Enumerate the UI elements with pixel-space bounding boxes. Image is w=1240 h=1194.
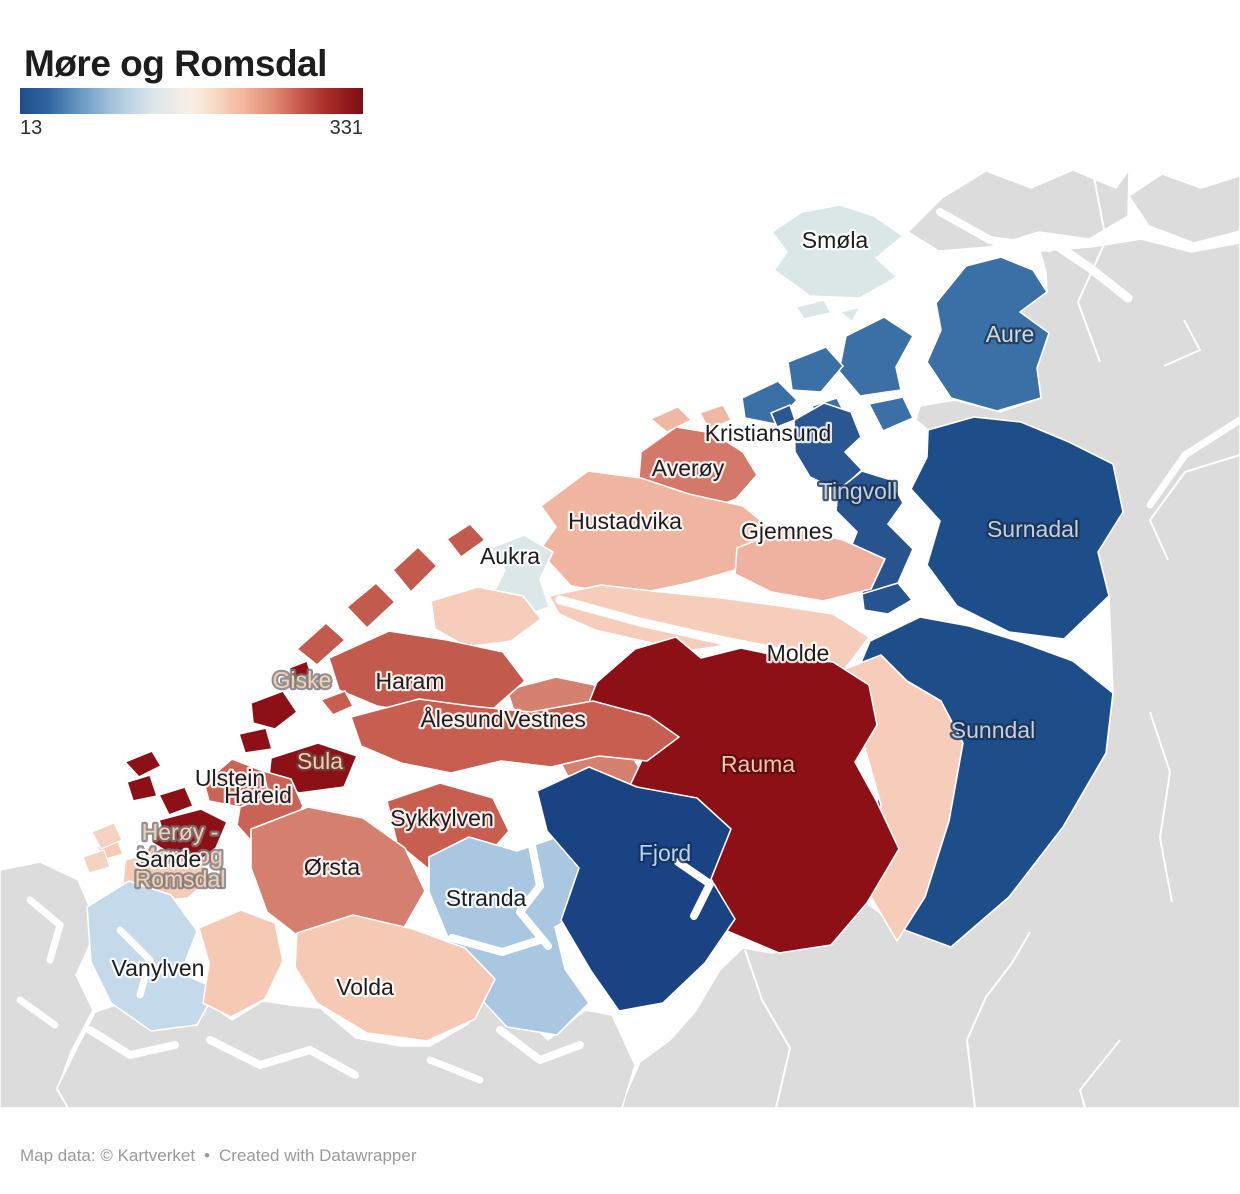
region-molde[interactable]: Molde: [430, 586, 542, 648]
region-ålesund[interactable]: Ålesund: [350, 698, 680, 774]
legend-min: 13: [20, 117, 43, 139]
neighbor-border-line-1: [1163, 319, 1202, 367]
neighbor-border-line-5: [1078, 1039, 1121, 1109]
neighbor-region-north-strip: [907, 169, 1130, 252]
choropleth-map: SmølaSmølaSmølaAureAureAureAureAureAureK…: [0, 169, 1240, 1109]
region-giske-part1[interactable]: Giske: [238, 727, 273, 754]
map-footer: Map data: © Kartverket • Created with Da…: [20, 1146, 416, 1166]
inner-fjord-4: [555, 595, 805, 661]
islet-1: [699, 404, 732, 430]
region-giske[interactable]: Giske: [250, 690, 298, 730]
inner-fjord-3: [116, 926, 154, 999]
neighbor-border-line-3: [744, 949, 792, 1109]
region-smøla-part2[interactable]: Smøla: [839, 306, 861, 323]
neighbor-border-line-6: [1149, 711, 1173, 903]
fjord-channel-2: [1146, 416, 1240, 509]
map-container: SmølaSmølaSmølaAureAureAureAureAureAureK…: [0, 150, 1240, 1130]
region-haram[interactable]: Haram: [296, 622, 346, 666]
page-title: Møre og Romsdal: [24, 42, 327, 84]
region-surnadal[interactable]: Surnadal: [910, 416, 1124, 640]
region-giske-part2[interactable]: Giske: [288, 660, 312, 682]
fjord-channel-6: [206, 1036, 359, 1079]
region-aure[interactable]: Aure: [926, 256, 1050, 412]
fjord-channel-0: [1048, 238, 1133, 303]
fjord-channel-4: [16, 996, 59, 1029]
region-kristiansund-part1[interactable]: Kristiansund: [770, 404, 796, 428]
islet-0: [649, 406, 693, 433]
neighbor-region-northeast-corner: [1128, 173, 1240, 244]
region-gjemnes[interactable]: Gjemnes: [734, 526, 886, 602]
region-smøla-part1[interactable]: Smøla: [795, 299, 832, 320]
inner-fjord-0: [516, 842, 552, 950]
neighbor-region-west-edge: [0, 861, 94, 1109]
region-haram-part4[interactable]: Haram: [328, 630, 526, 716]
region-smøla[interactable]: Smøla: [771, 204, 904, 299]
region-aure-part5[interactable]: Aure: [868, 396, 914, 432]
legend-labels: 13 331: [20, 117, 363, 140]
fjord-channel-3: [26, 896, 64, 964]
region-kristiansund[interactable]: Kristiansund: [793, 402, 863, 492]
region-herøy-møre-og-romsdal-part2[interactable]: Herøy - Møre og Romsdal: [158, 786, 194, 816]
region-haram-part1[interactable]: Haram: [346, 582, 396, 629]
legend-max: 331: [329, 117, 363, 139]
inner-fjord-2: [674, 858, 714, 920]
islet-2: [91, 822, 123, 850]
region-ålesund-part1[interactable]: Ålesund: [320, 690, 354, 716]
footer-separator: •: [204, 1146, 210, 1165]
legend-gradient-bar: [20, 88, 363, 114]
region-aure-part2[interactable]: Aure: [787, 346, 844, 393]
region-volda-part1[interactable]: Volda: [198, 909, 284, 1018]
neighbor-border-line-2: [1148, 454, 1240, 561]
neighbor-border-line-4: [965, 931, 1031, 1109]
region-aure-part1[interactable]: Aure: [838, 316, 914, 397]
fjord-channel-7: [426, 1056, 484, 1084]
region-herøy-møre-og-romsdal-part3[interactable]: Herøy - Møre og Romsdal: [150, 808, 228, 859]
fjord-channel-5: [86, 1026, 179, 1059]
datawrapper-credit: Created with Datawrapper: [219, 1146, 417, 1165]
region-tingvoll-part1[interactable]: Tingvoll: [861, 582, 913, 615]
fjord-channel-1: [936, 208, 1054, 252]
islet-3: [82, 849, 111, 874]
region-herøy-møre-og-romsdal-part1[interactable]: Herøy - Møre og Romsdal: [126, 774, 158, 802]
attribution-text: Map data: © Kartverket: [20, 1146, 196, 1165]
color-legend: 13 331: [20, 88, 363, 140]
region-herøy-møre-og-romsdal[interactable]: Herøy - Møre og Romsdal: [124, 750, 162, 778]
region-haram-part2[interactable]: Haram: [392, 546, 438, 593]
fjord-channel-8: [496, 1026, 584, 1064]
region-volda[interactable]: Volda: [294, 914, 496, 1042]
region-haram-part3[interactable]: Haram: [446, 523, 486, 558]
inner-fjord-1: [448, 934, 544, 956]
region-fjord[interactable]: Fjord: [536, 766, 736, 1012]
